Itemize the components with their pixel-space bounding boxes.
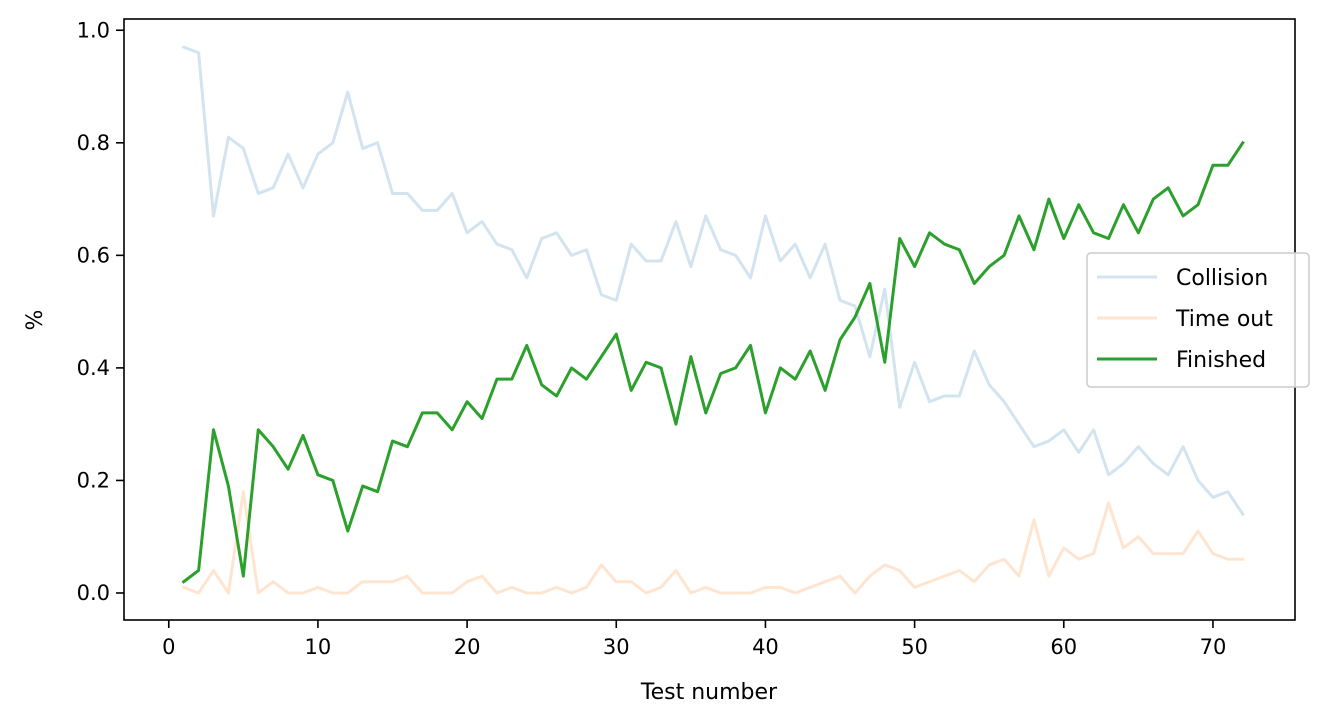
x-axis-label: Test number bbox=[640, 680, 778, 705]
legend-entry: Time out bbox=[1175, 307, 1273, 332]
legend-box bbox=[1086, 252, 1310, 388]
x-tick-label: 50 bbox=[901, 635, 928, 659]
x-axis-ticks: 0 10 20 30 40 50 60 70 bbox=[162, 620, 1226, 659]
series-line-finished bbox=[181, 140, 1245, 584]
y-tick-label: 0.2 bbox=[77, 468, 110, 492]
series-layer bbox=[181, 45, 1245, 595]
series-line-collision bbox=[181, 45, 1245, 517]
legend-entry: Collision bbox=[1176, 266, 1268, 291]
x-tick-label: 0 bbox=[162, 635, 175, 659]
legend-entry: Finished bbox=[1176, 348, 1266, 373]
y-tick-label: 1.0 bbox=[77, 18, 110, 42]
y-tick-label: 0.0 bbox=[77, 581, 110, 605]
x-tick-label: 20 bbox=[454, 635, 481, 659]
legend: Collision Time out Finished bbox=[1086, 252, 1310, 388]
y-tick-label: 0.8 bbox=[77, 131, 110, 155]
x-tick-label: 70 bbox=[1200, 635, 1227, 659]
x-tick-label: 60 bbox=[1050, 635, 1077, 659]
x-tick-label: 30 bbox=[603, 635, 630, 659]
y-axis-ticks: 0.0 0.2 0.4 0.6 0.8 1.0 bbox=[77, 18, 124, 605]
x-tick-label: 40 bbox=[752, 635, 779, 659]
series-line-time-out bbox=[181, 490, 1245, 595]
x-tick-label: 10 bbox=[305, 635, 332, 659]
y-tick-label: 0.6 bbox=[77, 243, 110, 267]
y-axis-label: % bbox=[23, 310, 48, 331]
y-tick-label: 0.4 bbox=[77, 356, 110, 380]
